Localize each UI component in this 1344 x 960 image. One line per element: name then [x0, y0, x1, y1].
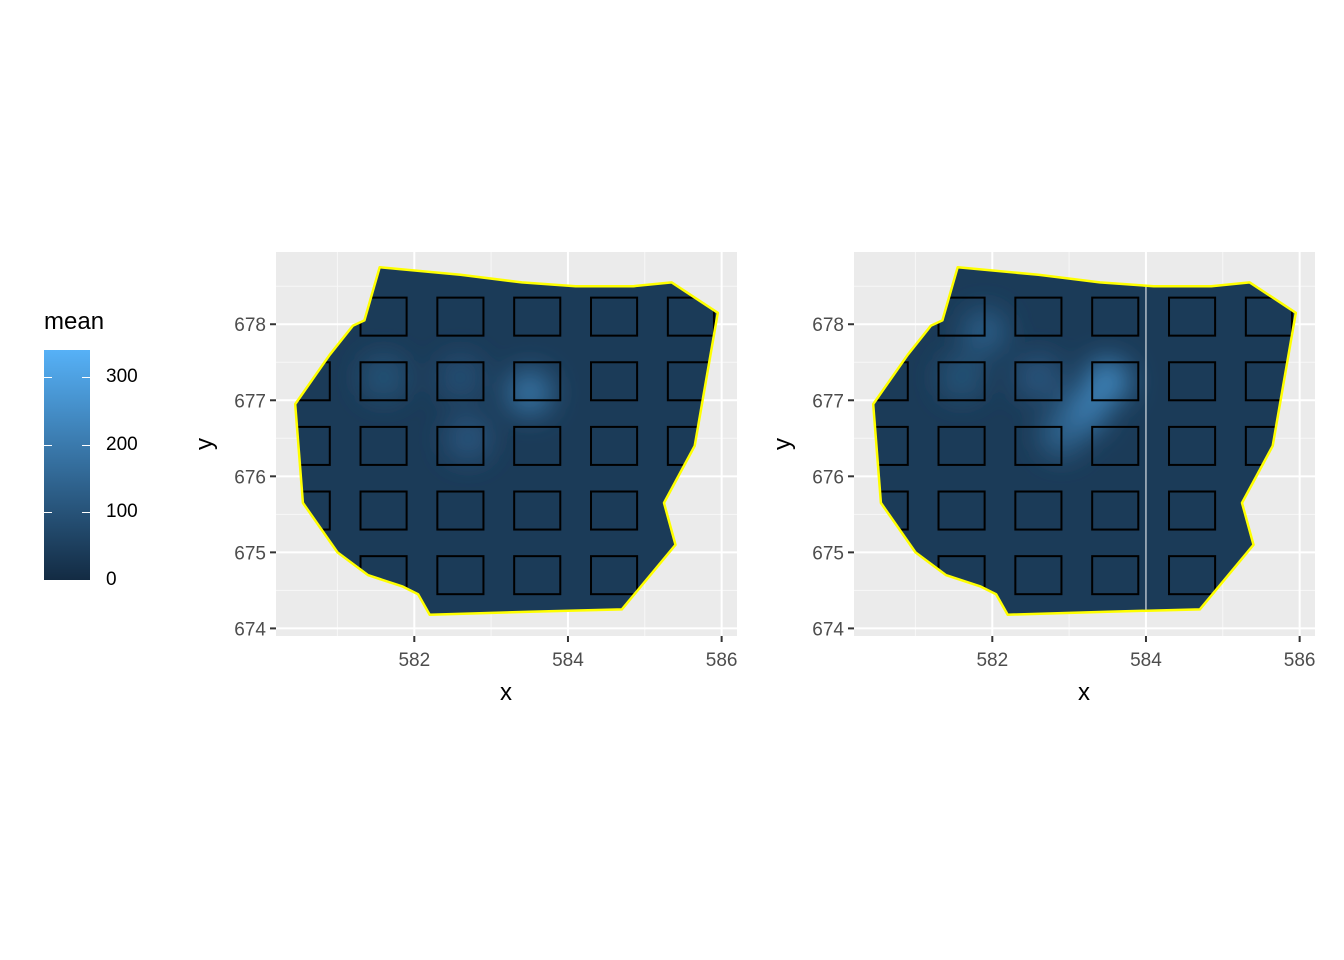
quadrat: [1014, 555, 1063, 596]
x-tick-label: 584: [1130, 650, 1162, 671]
x-tick-label: 584: [552, 650, 584, 671]
quadrat: [1168, 361, 1217, 402]
study-area-boundary: [871, 265, 1298, 616]
x-tick-label: 582: [976, 650, 1008, 671]
quadrat: [513, 361, 562, 402]
hotspot: [438, 355, 483, 400]
quadrat: [590, 425, 639, 466]
quadrat: [1014, 361, 1063, 402]
y-tick-label: 676: [812, 467, 844, 488]
quadrat: [590, 361, 639, 402]
quadrat: [513, 490, 562, 531]
quadrat: [590, 490, 639, 531]
x-axis-label: x: [500, 679, 512, 706]
quadrat: [1168, 425, 1217, 466]
quadrat: [1244, 296, 1293, 337]
quadrat: [359, 425, 408, 466]
quadrat: [359, 490, 408, 531]
quadrat: [1091, 555, 1140, 596]
quadrat: [436, 425, 485, 466]
legend-tick-left: [44, 445, 52, 446]
legend-tick-right: [82, 445, 90, 446]
quadrats: [873, 296, 1293, 596]
y-tick-label: 676: [234, 467, 266, 488]
hotspots: [361, 355, 552, 461]
panel-left: 582 584 586 674 675 676 677 678 x y: [191, 252, 737, 706]
quadrat: [513, 296, 562, 337]
legend-label-0: 0: [106, 569, 117, 590]
y-tick-label: 675: [234, 543, 266, 564]
legend-label-100: 100: [106, 501, 138, 523]
x-tick-label: 586: [706, 650, 738, 671]
quadrat: [513, 555, 562, 596]
quadrat: [590, 296, 639, 337]
y-axis-label: y: [769, 438, 796, 450]
quadrat: [1091, 361, 1140, 402]
quadrat: [359, 361, 408, 402]
panel-right: 582 584 586 674 675 676 677 678 x y: [769, 252, 1315, 706]
y-tick-label: 677: [812, 391, 844, 412]
y-tick-label: 678: [812, 315, 844, 336]
legend-tick-left: [44, 377, 52, 378]
legend-label-200: 200: [106, 433, 138, 455]
quadrat: [295, 425, 331, 466]
legend-label-300: 300: [106, 366, 138, 388]
hotspot: [939, 355, 984, 400]
hotspot: [1016, 355, 1061, 400]
hotspot: [507, 370, 552, 415]
quadrat: [873, 425, 909, 466]
legend-tick-right: [82, 377, 90, 378]
legend-tick-right: [82, 580, 90, 581]
legend-colorbar: [44, 350, 90, 580]
legend-tick-left: [44, 512, 52, 513]
y-tick-label: 674: [234, 619, 266, 640]
quadrat: [1168, 296, 1217, 337]
quadrat: [436, 361, 485, 402]
quadrat: [590, 555, 639, 596]
hotspot: [361, 355, 406, 400]
x-tick-label: 586: [1284, 650, 1316, 671]
quadrat: [666, 296, 715, 337]
y-tick-label: 675: [812, 543, 844, 564]
y-axis-label: y: [191, 438, 218, 450]
quadrat: [436, 296, 485, 337]
y-tick-label: 678: [234, 315, 266, 336]
quadrat: [937, 425, 986, 466]
x-axis-label: x: [1078, 679, 1090, 706]
quadrat: [937, 361, 986, 402]
quadrat: [436, 555, 485, 596]
quadrat: [1091, 296, 1140, 337]
legend-title: mean: [44, 308, 105, 335]
quadrat: [1014, 425, 1063, 466]
quadrat: [1091, 490, 1140, 531]
x-tick-label: 582: [398, 650, 430, 671]
quadrat: [1014, 296, 1063, 337]
y-tick-label: 674: [812, 619, 844, 640]
quadrats: [295, 296, 715, 596]
quadrat: [1091, 425, 1140, 466]
quadrat: [436, 490, 485, 531]
hotspot: [1085, 359, 1130, 404]
legend-tick-right: [82, 512, 90, 513]
study-area-boundary: [293, 265, 720, 616]
y-tick-label: 677: [234, 391, 266, 412]
quadrat: [513, 425, 562, 466]
quadrat: [937, 490, 986, 531]
quadrat: [1014, 490, 1063, 531]
quadrat: [1168, 490, 1217, 531]
quadrat: [1168, 555, 1217, 596]
legend-tick-left: [44, 580, 52, 581]
